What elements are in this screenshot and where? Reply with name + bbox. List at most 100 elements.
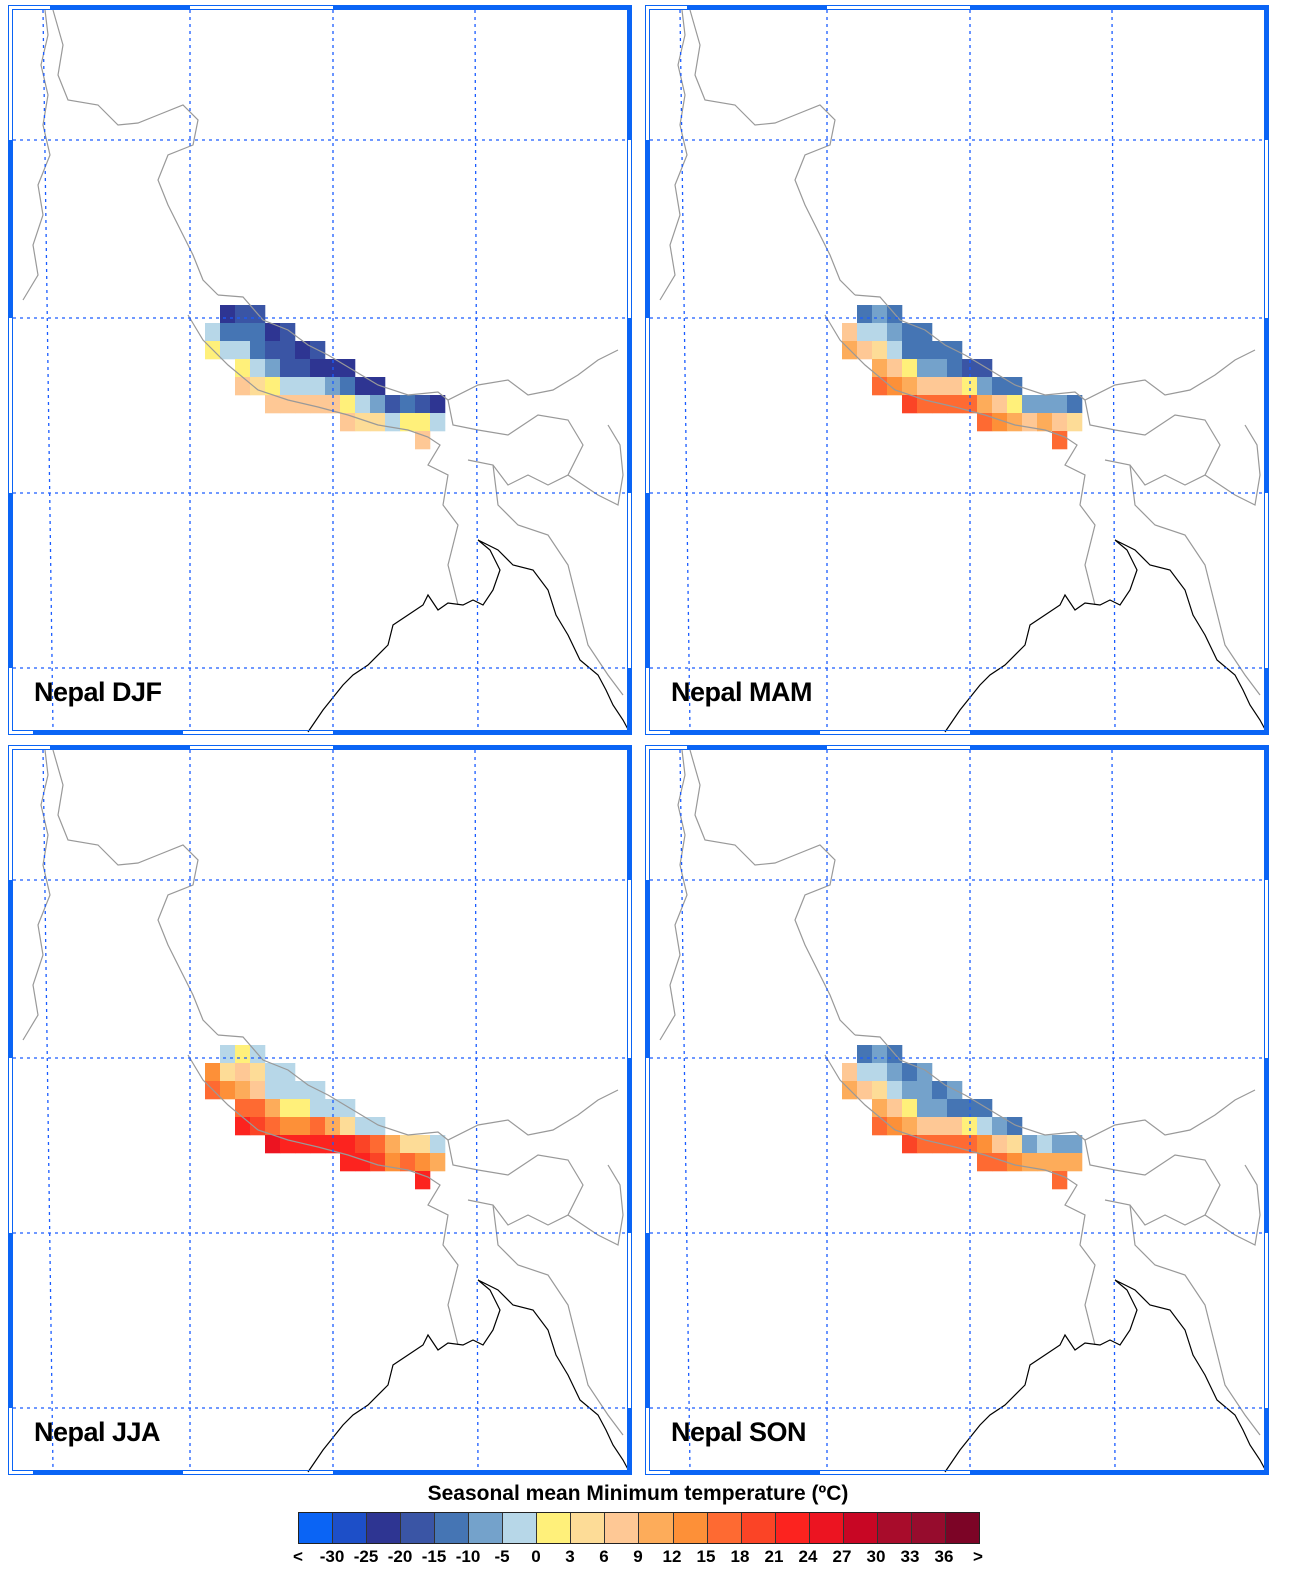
grid-cell <box>857 1081 873 1100</box>
grid-cell <box>962 377 978 396</box>
frame-tick-bar <box>970 1470 1269 1475</box>
grid-cell <box>902 1099 918 1118</box>
frame-tick-bar <box>333 730 632 735</box>
colorbar-tick-label: 12 <box>662 1547 682 1566</box>
grid-cell <box>992 377 1008 396</box>
grid-cell <box>235 1045 251 1064</box>
country-border <box>1204 1164 1261 1246</box>
grid-cell <box>415 1153 431 1172</box>
grid-cell <box>265 359 281 378</box>
grid-cell <box>340 1117 356 1136</box>
country-border <box>492 1204 624 1436</box>
grid-cell <box>887 1117 903 1136</box>
grid-cell <box>280 359 296 378</box>
grid-cell <box>1007 1153 1023 1172</box>
grid-cell <box>280 1099 296 1118</box>
grid-cell <box>370 1117 386 1136</box>
grid-cell <box>992 1135 1008 1154</box>
map-panel-jja: Nepal JJA <box>8 745 632 1475</box>
country-border <box>854 294 1256 401</box>
frame-tick-bar <box>50 745 190 750</box>
coastline <box>944 1279 1268 1474</box>
grid-cell <box>917 377 933 396</box>
grid-cell <box>932 377 948 396</box>
grid-cell <box>887 1099 903 1118</box>
colorbar-swatch <box>877 1513 912 1543</box>
grid-cell <box>250 359 266 378</box>
grid-cell <box>220 1063 236 1082</box>
grid-cell <box>1022 395 1038 414</box>
colorbar-swatch <box>945 1513 979 1543</box>
grid-cell <box>1067 395 1083 414</box>
country-border <box>1129 1204 1261 1436</box>
colorbar-swatch <box>911 1513 946 1543</box>
grid-cell <box>340 1135 356 1154</box>
colorbar-swatch <box>401 1513 436 1543</box>
country-border <box>22 9 51 301</box>
grid-cell <box>887 359 903 378</box>
grid-cell <box>370 395 386 414</box>
grid-cell <box>220 341 236 360</box>
grid-cell <box>415 413 431 432</box>
grid-cell <box>872 1081 888 1100</box>
grid-cell <box>250 377 266 396</box>
grid-cell <box>872 359 888 378</box>
grid-cell <box>947 395 963 414</box>
grid-cell <box>265 1081 281 1100</box>
grid-cell <box>962 1117 978 1136</box>
grid-cell <box>265 341 281 360</box>
grid-cell <box>1052 1135 1068 1154</box>
map-canvas <box>645 745 1269 1475</box>
grid-cell <box>310 1099 326 1118</box>
country-border <box>567 424 624 506</box>
frame-tick-bar <box>627 668 632 735</box>
colorbar-tick-label: 15 <box>696 1547 716 1566</box>
grid-cell <box>1007 377 1023 396</box>
colorbar-swatch <box>469 1513 504 1543</box>
grid-cell <box>430 1135 446 1154</box>
grid-cell <box>902 1117 918 1136</box>
grid-cell <box>1067 413 1083 432</box>
grid-cell <box>235 323 251 342</box>
grid-cell <box>295 1135 311 1154</box>
grid-cell <box>947 1099 963 1118</box>
panel-title: Nepal DJF <box>34 677 162 707</box>
colorbar-tick-label: 27 <box>832 1547 852 1566</box>
grid-cell <box>310 395 326 414</box>
grid-cell <box>857 341 873 360</box>
grid-cell <box>917 1135 933 1154</box>
country-border <box>824 1054 1096 1346</box>
grid-cell <box>250 323 266 342</box>
colorbar-swatch <box>367 1513 402 1543</box>
frame-tick-bar <box>8 880 13 1058</box>
grid-cell <box>415 395 431 414</box>
grid-cell <box>1007 1117 1023 1136</box>
grid-cell <box>370 1153 386 1172</box>
frame-tick-bar <box>1264 318 1269 493</box>
grid-cell <box>400 1135 416 1154</box>
country-border <box>659 749 688 1041</box>
colorbar-swatch <box>333 1513 368 1543</box>
grid-cell <box>310 1135 326 1154</box>
grid-cell <box>1022 1135 1038 1154</box>
grid-cell <box>235 1063 251 1082</box>
grid-cell <box>310 377 326 396</box>
country-border <box>824 314 1096 606</box>
grid-cell <box>887 377 903 396</box>
grid-cell <box>295 395 311 414</box>
colorbar-swatch <box>435 1513 470 1543</box>
grid-cell <box>1037 413 1053 432</box>
map-panel-djf: Nepal DJF <box>8 5 632 735</box>
frame-tick-bar <box>970 730 1269 735</box>
grid-cell <box>220 1045 236 1064</box>
grid-cell <box>902 359 918 378</box>
grid-cell <box>887 1063 903 1082</box>
frame-tick-bar <box>627 318 632 493</box>
grid-cell <box>902 377 918 396</box>
grid-cell <box>280 341 296 360</box>
frame-tick-bar <box>645 140 650 318</box>
country-border <box>1204 424 1261 506</box>
grid-cell <box>1067 1153 1083 1172</box>
panel-title: Nepal SON <box>671 1417 807 1447</box>
grid-cell <box>1007 1135 1023 1154</box>
